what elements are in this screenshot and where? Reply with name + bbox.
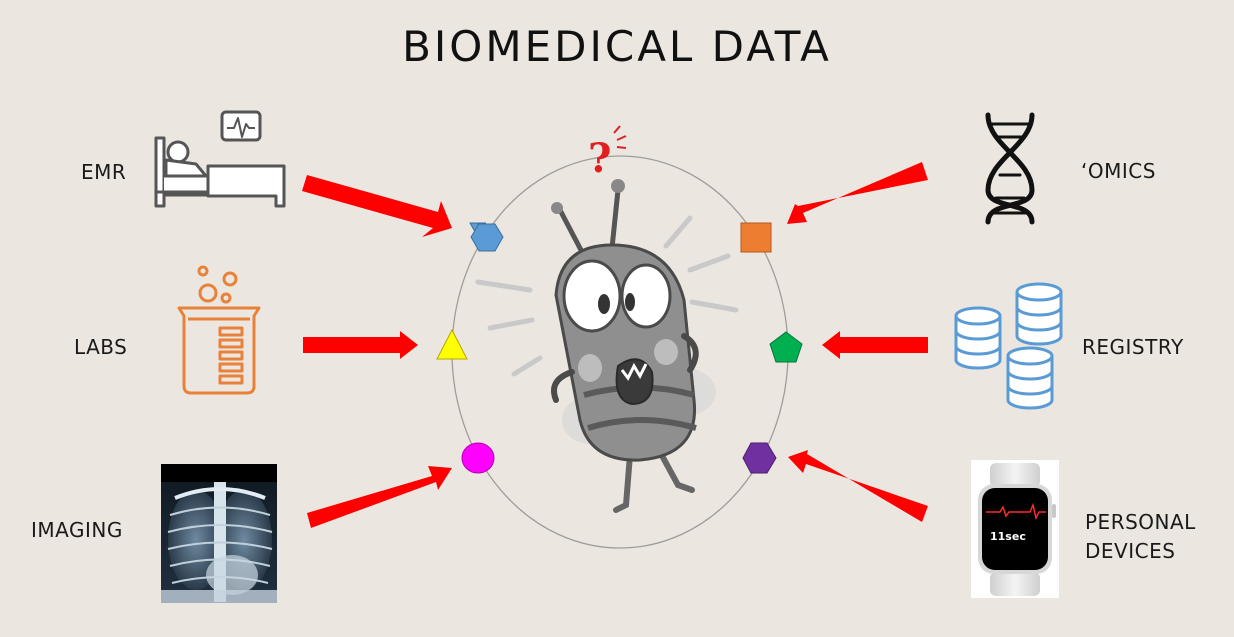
arrow-registry [822, 331, 928, 359]
question-mark-icon: ? [588, 135, 611, 182]
label-personal-devices-line2: DEVICES [1085, 539, 1176, 563]
arrow-labs [303, 331, 418, 359]
label-labs: LABS [74, 335, 128, 359]
dna-icon [985, 112, 1035, 225]
watch-readout: 11sec [990, 530, 1026, 543]
registry-pentagon-marker [769, 331, 803, 363]
beaker-icon [177, 265, 261, 395]
label-personal-devices-line1: PERSONAL [1085, 510, 1196, 534]
label-registry: REGISTRY [1082, 335, 1184, 359]
devices-hexagon-marker [742, 442, 777, 474]
arrow-omics [787, 162, 928, 224]
arrow-imaging [307, 466, 452, 528]
hospital-bed-icon [154, 110, 286, 208]
labs-triangle-marker [436, 328, 468, 360]
label-emr: EMR [81, 160, 127, 184]
omics-square-marker [740, 222, 772, 253]
smartwatch-icon: 11sec [971, 460, 1059, 598]
label-imaging: IMAGING [31, 518, 123, 542]
database-icon [954, 282, 1063, 410]
page-title: BIOMEDICAL DATA [402, 22, 832, 71]
confused-bug-icon: ? [475, 125, 739, 513]
label-omics: ‘OMICS [1081, 159, 1156, 183]
arrow-emr [302, 175, 452, 237]
imaging-circle-marker [461, 442, 495, 474]
chest-xray-icon [161, 464, 277, 603]
label-personal-devices: PERSONAL DEVICES [1085, 508, 1196, 566]
arrow-personal-devices [788, 450, 928, 522]
emr-hexagon-marker-shape [470, 223, 504, 252]
watch-ecg-line [986, 502, 1046, 521]
